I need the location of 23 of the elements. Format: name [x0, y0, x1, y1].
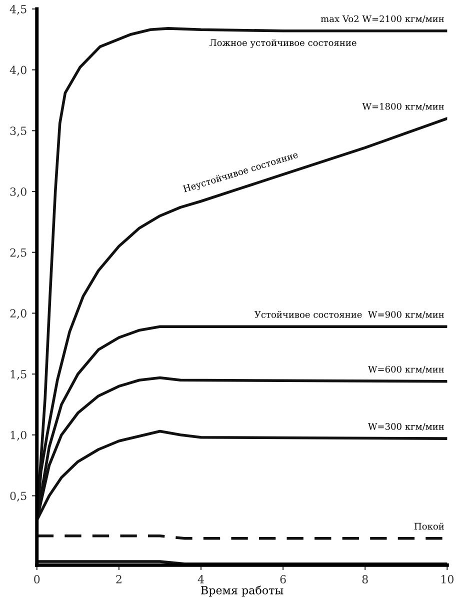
- series-label: max Vo2 W=2100 кгм/мин: [320, 15, 444, 23]
- y-tick-label: 4,5: [10, 4, 26, 15]
- x-tick-label: 8: [362, 575, 368, 584]
- series-label: W=300 кгм/мин: [368, 423, 444, 431]
- series-label: W=600 кгм/мин: [368, 366, 444, 374]
- y-tick-label: 4,0: [10, 66, 26, 76]
- y-tick-label: 1,5: [10, 370, 26, 380]
- y-tick-label: 1,0: [10, 430, 26, 441]
- y-tick-label: 2,5: [10, 248, 26, 258]
- y-tick-label: 0,5: [10, 492, 26, 502]
- y-tick-label: 2,0: [10, 309, 26, 319]
- x-axis-title: Время работы: [201, 586, 284, 597]
- y-tick-label: 3,5: [10, 126, 26, 136]
- x-tick-label: 4: [198, 575, 204, 584]
- series-label: Устойчивое состояние W=900 кгм/мин: [254, 311, 444, 319]
- series-label: Покой: [414, 522, 444, 530]
- series-label: W=1800 кгм/мин: [362, 102, 444, 111]
- x-tick-label: 6: [280, 575, 286, 584]
- y-tick-label: 3,0: [10, 187, 26, 198]
- x-tick-label: 2: [116, 575, 122, 584]
- x-tick-label: 0: [34, 575, 40, 584]
- annotation: Ложное устойчивое состояние: [210, 39, 356, 48]
- x-tick-label: 10: [441, 575, 454, 584]
